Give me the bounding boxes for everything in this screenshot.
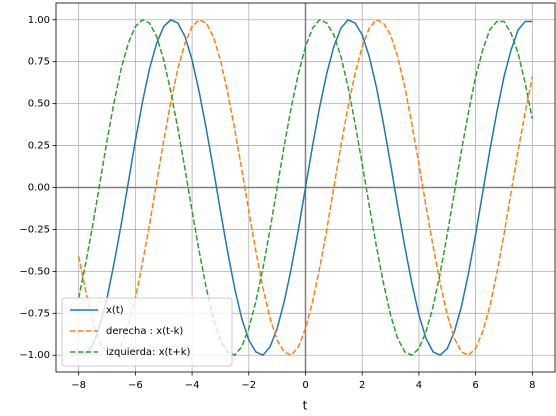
x-tick-label: 4 [416,380,422,391]
series-line [77,18,534,357]
x-tick-label: −2 [241,380,256,391]
x-tick-label: 8 [529,380,535,391]
series-line [78,18,533,357]
y-tick-label: 0.00 [28,183,50,194]
x-tick-label: 2 [359,380,365,391]
y-tick-label: 1.00 [28,15,50,26]
y-tick-label: −1.00 [19,350,50,361]
y-tick-label: 0.50 [28,99,50,110]
y-tick-label: −0.50 [19,266,50,277]
y-tick-label: −0.75 [19,308,50,319]
legend: x(t) derecha : x(t-k) izquierda: x(t+k) [61,297,233,367]
series-line [77,18,534,357]
x-tick-label: 0 [302,380,308,391]
legend-label: izquierda: x(t+k) [106,347,191,358]
y-tick-label: 0.75 [28,57,50,68]
x-tick-label: 6 [472,380,478,391]
x-axis-label: t [303,399,308,413]
legend-label: x(t) [106,305,124,316]
plot-frame [55,2,556,373]
legend-box [61,297,233,367]
x-tick-label: −8 [71,380,86,391]
x-tick-label: −6 [128,380,143,391]
x-tick-label: −4 [185,380,200,391]
legend-label: derecha : x(t-k) [106,326,183,337]
y-tick-label: 0.25 [28,141,50,152]
y-tick-label: −0.25 [19,224,50,235]
